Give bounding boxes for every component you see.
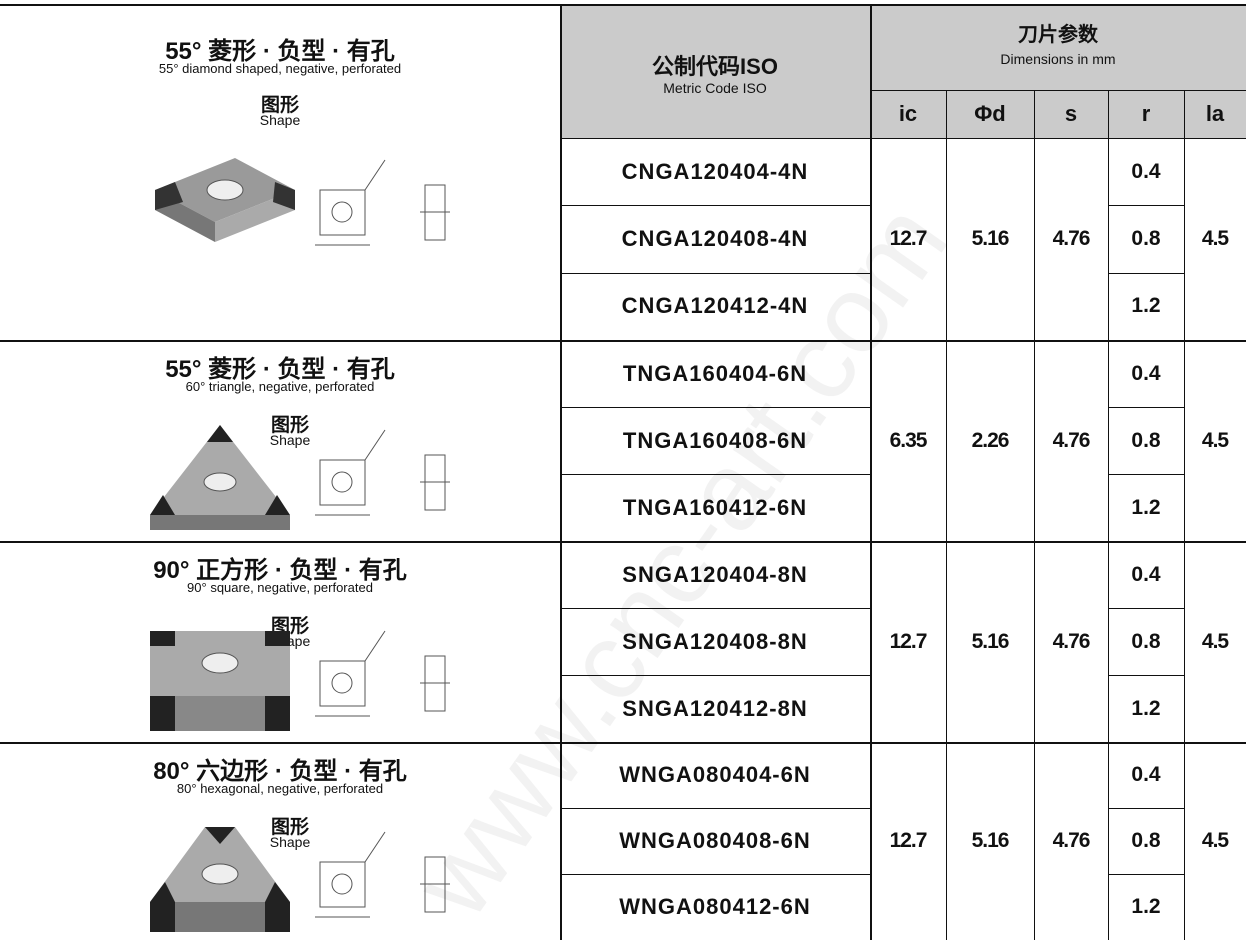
group-title: 90° 正方形 · 负型 · 有孔 [153,556,407,584]
row-line [1108,608,1184,609]
row-line [560,608,870,609]
row-line [1108,272,1184,274]
insert-drawing [155,158,450,246]
insert-code: SNGA120408-8N [622,628,808,654]
row-line [1108,675,1184,676]
dim-value: 5.16 [971,629,1010,653]
r-value: 0.4 [1131,361,1161,385]
r-value: 0.8 [1131,226,1161,250]
r-value: 0.8 [1131,629,1161,653]
insert-code: SNGA120412-8N [622,695,808,721]
insert-drawing [150,827,450,932]
shape-en: Shape [269,432,311,448]
column-header: Φd [974,101,1006,126]
row-line [560,407,870,408]
insert-code: WNGA080408-6N [619,828,811,853]
row-line [1108,808,1184,809]
shape-zh: 图形 [270,816,309,838]
dim-value: 12.7 [889,829,928,852]
group-title: 55° 菱形 · 负型 · 有孔 [165,37,395,65]
header-line [870,90,1246,91]
insert-code: TNGA160412-6N [622,494,808,520]
insert-code: CNGA120408-4N [621,225,809,251]
dims-en: Dimensions in mm [1000,51,1116,67]
dim-value: 12.7 [889,629,928,653]
shape-en: Shape [259,112,301,128]
insert-code: TNGA160404-6N [622,360,808,386]
row-line [1108,474,1184,475]
v-line [870,4,872,940]
row-line [560,808,870,809]
row-line [1108,407,1184,408]
v-line [1034,90,1035,940]
row-line [560,474,870,475]
group-subtitle: 55° diamond shaped, negative, perforated [158,60,402,76]
dim-value: 4.5 [1201,629,1229,653]
r-value: 1.2 [1131,294,1161,318]
shape-en: Shape [269,834,311,850]
header-bg [560,4,1246,138]
insert-code: WNGA080412-6N [619,894,811,919]
dim-value: 12.7 [889,227,928,250]
row-line [560,874,870,875]
row-line [1108,874,1184,875]
dims-zh: 刀片参数 [1018,23,1098,46]
row-line [560,205,870,207]
column-header: la [1205,101,1225,126]
v-line [946,90,947,940]
insert-code: SNGA120404-8N [622,561,808,587]
top-line [0,4,1246,6]
dim-value: 6.35 [889,428,928,452]
r-value: 0.4 [1131,159,1161,183]
r-value: 0.8 [1131,428,1161,452]
r-value: 0.4 [1131,763,1161,786]
v-line [1108,90,1109,940]
group-title: 55° 菱形 · 负型 · 有孔 [165,355,395,383]
group-subtitle: 60° triangle, negative, perforated [185,378,375,394]
dim-value: 4.5 [1201,829,1229,852]
row-line [1108,205,1184,207]
r-value: 1.2 [1131,696,1161,720]
insert-drawing [150,630,450,731]
r-value: 0.8 [1131,829,1161,852]
insert-code: TNGA160408-6N [622,427,808,453]
dim-value: 4.76 [1052,829,1091,852]
dim-value: 2.26 [971,428,1010,452]
dim-value: 5.16 [971,829,1010,852]
dim-value: 4.76 [1052,629,1091,653]
insert-drawing [150,425,450,530]
header-line [560,138,1246,139]
column-header: s [1064,101,1078,126]
dim-value: 4.76 [1052,428,1091,452]
insert-code: CNGA120404-4N [621,158,809,184]
v-line [1184,90,1185,940]
group-subtitle: 80° hexagonal, negative, perforated [176,780,384,796]
r-value: 1.2 [1131,895,1161,918]
group-title: 80° 六边形 · 负型 · 有孔 [153,757,407,785]
row-line [560,272,870,274]
group-line [0,541,1246,543]
group-line [0,742,1246,744]
dim-value: 4.76 [1052,227,1091,250]
dim-value: 5.16 [971,227,1010,250]
shape-zh: 图形 [270,414,309,436]
shape-zh: 图形 [260,94,299,116]
group-line [0,340,1246,342]
dim-value: 4.5 [1201,227,1229,250]
insert-code: CNGA120412-4N [621,293,809,319]
v-line [560,4,562,940]
row-line [560,675,870,676]
r-value: 1.2 [1131,495,1161,519]
group-subtitle: 90° square, negative, perforated [187,579,373,595]
dim-value: 4.5 [1201,428,1229,452]
column-header: r [1141,101,1151,126]
insert-code: WNGA080404-6N [619,762,811,787]
r-value: 0.4 [1131,562,1161,586]
column-header: ic [898,101,918,126]
code-zh: 公制代码ISO [652,54,778,79]
code-en: Metric Code ISO [663,80,767,96]
